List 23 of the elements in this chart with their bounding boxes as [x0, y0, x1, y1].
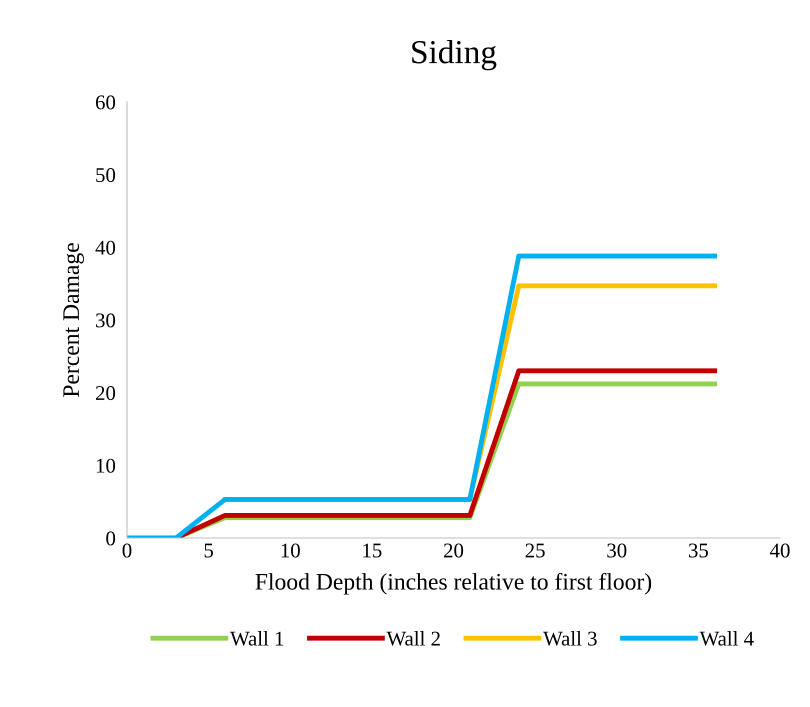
legend-label: Wall 1 [230, 630, 284, 646]
chart-title: Siding [412, 40, 496, 70]
x-tick-label: 0 [122, 543, 132, 558]
y-tick-label: 40 [95, 240, 116, 255]
x-axis-title: Flood Depth (inches relative to first floor) [256, 572, 652, 595]
y-axis-title: Percent Damage [63, 243, 84, 398]
x-tick-label: 40 [770, 543, 790, 558]
x-tick-label: 20 [444, 543, 464, 558]
x-tick-label: 25 [526, 544, 545, 558]
x-tick-label: 10 [282, 543, 300, 558]
legend-label: Wall 4 [700, 630, 754, 646]
legend-label: Wall 2 [386, 630, 440, 646]
y-tick-label: 30 [96, 313, 116, 328]
y-tick-label: 10 [96, 458, 116, 473]
y-tick-label: 60 [96, 95, 116, 110]
y-tick-label: 50 [96, 168, 116, 182]
x-tick-label: 5 [204, 544, 214, 558]
legend-label: Wall 3 [543, 630, 597, 646]
y-tick-label: 0 [106, 531, 116, 546]
x-tick-label: 35 [688, 544, 708, 558]
x-tick-label: 15 [363, 544, 382, 558]
x-tick-label: 30 [607, 543, 626, 558]
y-tick-label: 20 [96, 386, 116, 400]
